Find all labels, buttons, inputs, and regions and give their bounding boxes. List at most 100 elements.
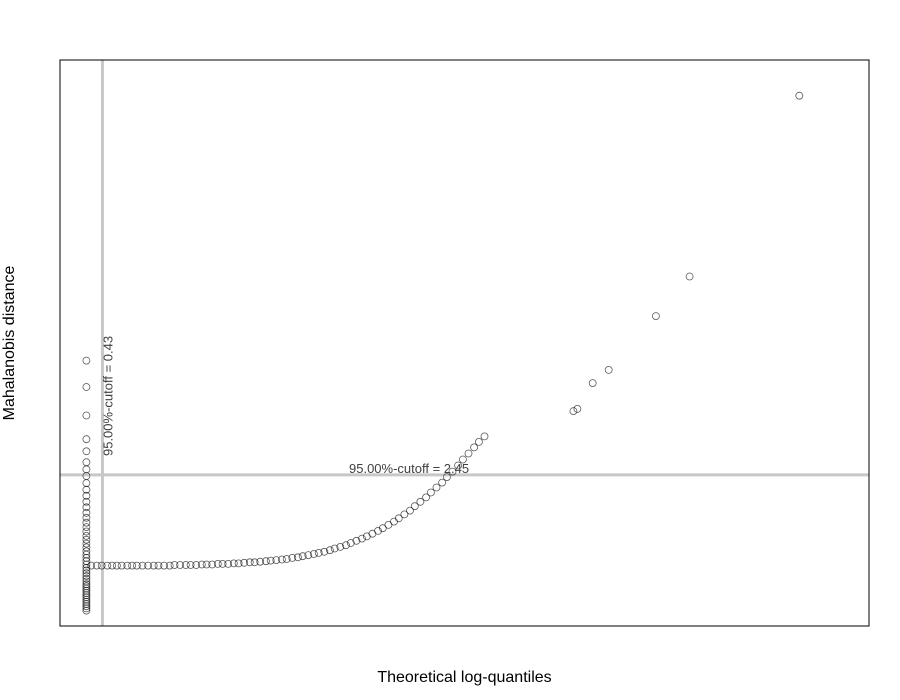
data-point — [330, 544, 339, 553]
y-axis-label: Mahalanobis distance — [1, 266, 18, 421]
data-point — [250, 558, 259, 567]
data-point — [438, 478, 447, 487]
data-point — [82, 539, 91, 548]
data-point — [272, 556, 281, 564]
data-point — [358, 534, 366, 543]
data-point — [123, 561, 132, 570]
data-point — [224, 560, 233, 568]
data-point — [245, 558, 254, 567]
data-point — [394, 514, 403, 523]
data-point — [82, 435, 91, 444]
data-point — [240, 558, 249, 567]
data-point — [186, 561, 195, 569]
data-point — [685, 272, 694, 281]
data-point — [464, 449, 473, 458]
data-point — [422, 493, 431, 502]
x-axis-label: Theoretical log-quantiles — [377, 669, 551, 686]
data-point — [261, 557, 270, 566]
data-point — [82, 602, 91, 611]
data-point — [82, 582, 91, 591]
data-point — [82, 513, 91, 522]
data-point — [293, 553, 302, 562]
data-point — [573, 404, 582, 413]
data-point — [108, 561, 116, 570]
data-point — [170, 561, 179, 569]
data-point — [165, 561, 174, 570]
data-point — [458, 455, 467, 464]
data-point — [138, 561, 147, 570]
data-point — [229, 559, 238, 568]
data-point — [82, 535, 91, 544]
data-point — [82, 563, 91, 572]
data-point — [87, 561, 96, 570]
data-point — [320, 547, 329, 556]
data-point — [82, 532, 91, 540]
data-point — [82, 580, 91, 589]
data-point — [82, 508, 91, 517]
data-point — [346, 539, 355, 547]
plot-frame — [59, 59, 870, 627]
data-point — [795, 91, 804, 100]
data-point — [97, 561, 106, 570]
data-point — [132, 561, 141, 570]
data-point — [213, 560, 222, 568]
data-point — [406, 506, 414, 515]
data-point — [266, 556, 275, 565]
data-point — [192, 561, 201, 569]
data-points — [82, 91, 804, 615]
data-point — [309, 550, 318, 558]
data-point — [82, 593, 91, 602]
data-point — [117, 561, 126, 570]
data-point — [82, 554, 91, 562]
data-point — [82, 606, 91, 615]
data-point — [82, 604, 91, 613]
data-point — [82, 518, 91, 527]
data-point — [256, 557, 265, 566]
data-point — [569, 407, 578, 416]
data-point — [325, 546, 334, 555]
data-point — [144, 561, 153, 570]
data-point — [92, 561, 101, 570]
data-point — [181, 561, 190, 569]
data-point — [202, 560, 211, 569]
data-point — [410, 502, 419, 511]
data-point — [208, 560, 217, 569]
data-point — [378, 524, 387, 533]
data-point — [336, 543, 345, 551]
data-point — [352, 536, 361, 545]
data-point — [82, 523, 91, 531]
data-point — [480, 432, 489, 441]
data-point — [454, 461, 463, 470]
data-point — [314, 549, 323, 557]
data-point — [82, 560, 91, 569]
data-point — [448, 467, 457, 476]
data-point — [82, 485, 91, 494]
data-point — [82, 491, 91, 500]
data-point — [474, 437, 483, 446]
horizontal-cutoff-label: 95.00%-cutoff = 2.45 — [349, 461, 469, 476]
data-point — [82, 383, 91, 391]
data-point — [652, 312, 660, 321]
data-point — [218, 560, 227, 568]
data-point — [298, 552, 307, 561]
data-point — [470, 443, 479, 452]
data-point — [82, 572, 91, 580]
data-point — [234, 559, 243, 568]
data-point — [82, 503, 91, 512]
data-point — [82, 411, 91, 420]
data-point — [282, 555, 291, 563]
data-point — [149, 561, 158, 570]
data-point — [82, 566, 91, 575]
data-point — [154, 561, 163, 570]
data-point — [82, 447, 91, 456]
data-point — [82, 527, 91, 536]
data-point — [426, 488, 435, 497]
data-point — [288, 554, 297, 562]
data-point — [82, 591, 91, 600]
data-point — [416, 497, 425, 506]
data-point — [432, 483, 441, 492]
data-point — [384, 521, 393, 529]
data-point — [604, 365, 613, 374]
data-point — [103, 561, 112, 570]
